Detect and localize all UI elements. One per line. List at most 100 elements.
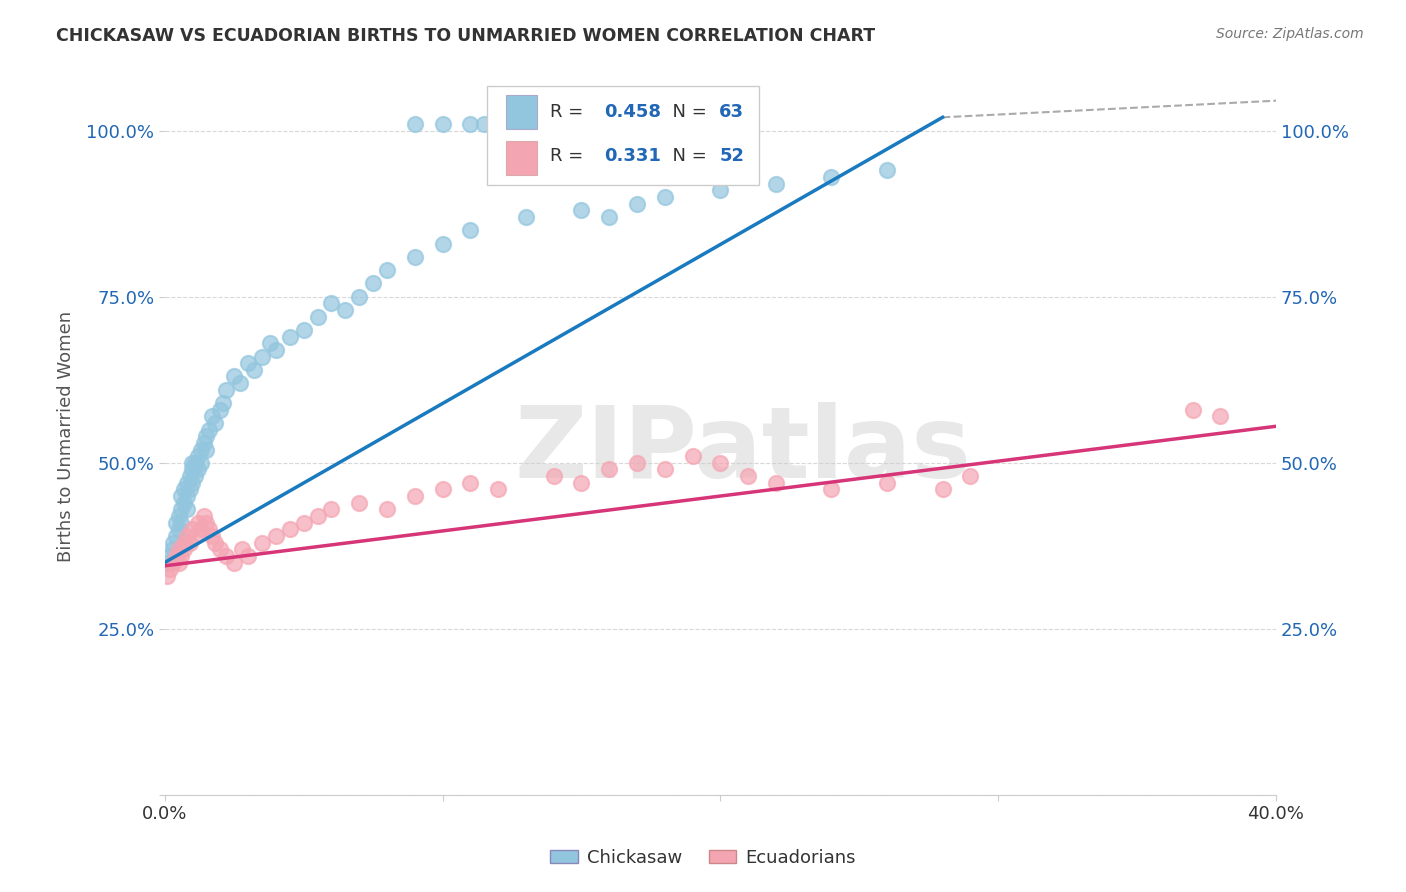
- Chickasaw: [626, 196, 648, 211]
- Ecuadorians: [224, 556, 246, 570]
- Legend: Chickasaw, Ecuadorians: Chickasaw, Ecuadorians: [543, 842, 863, 874]
- Text: 63: 63: [720, 103, 744, 120]
- Ecuadorians: [347, 496, 370, 510]
- Ecuadorians: [198, 522, 221, 536]
- Chickasaw: [228, 376, 250, 390]
- Ecuadorians: [231, 542, 253, 557]
- Chickasaw: [259, 336, 281, 351]
- Chickasaw: [201, 409, 224, 424]
- Ecuadorians: [1209, 409, 1232, 424]
- Chickasaw: [212, 396, 235, 410]
- Text: R =: R =: [550, 147, 589, 165]
- Chickasaw: [278, 329, 301, 343]
- Ecuadorians: [173, 542, 195, 557]
- Point: [515, 117, 537, 131]
- FancyBboxPatch shape: [486, 86, 759, 185]
- Ecuadorians: [307, 508, 329, 523]
- Ecuadorians: [292, 516, 315, 530]
- Chickasaw: [709, 183, 731, 197]
- Chickasaw: [515, 210, 537, 224]
- Chickasaw: [162, 535, 184, 549]
- Chickasaw: [179, 483, 201, 497]
- Chickasaw: [179, 469, 201, 483]
- Point: [626, 117, 648, 131]
- Chickasaw: [181, 456, 204, 470]
- Chickasaw: [165, 516, 187, 530]
- Chickasaw: [195, 429, 218, 443]
- Ecuadorians: [179, 535, 201, 549]
- Chickasaw: [404, 250, 426, 264]
- Chickasaw: [190, 456, 212, 470]
- Ecuadorians: [209, 542, 232, 557]
- Point: [472, 117, 495, 131]
- Chickasaw: [347, 290, 370, 304]
- Ecuadorians: [167, 542, 190, 557]
- Ecuadorians: [1181, 402, 1204, 417]
- Text: Source: ZipAtlas.com: Source: ZipAtlas.com: [1216, 27, 1364, 41]
- Chickasaw: [204, 416, 226, 430]
- Ecuadorians: [167, 556, 190, 570]
- Point: [486, 117, 509, 131]
- Chickasaw: [335, 303, 357, 318]
- Chickasaw: [187, 462, 209, 476]
- Ecuadorians: [165, 549, 187, 563]
- Chickasaw: [242, 363, 264, 377]
- Chickasaw: [250, 350, 273, 364]
- Chickasaw: [236, 356, 259, 370]
- Ecuadorians: [654, 462, 676, 476]
- Ecuadorians: [187, 516, 209, 530]
- Ecuadorians: [162, 556, 184, 570]
- Chickasaw: [598, 210, 620, 224]
- Ecuadorians: [375, 502, 398, 516]
- Ecuadorians: [321, 502, 343, 516]
- Chickasaw: [162, 542, 184, 557]
- Chickasaw: [181, 475, 204, 490]
- Chickasaw: [215, 383, 238, 397]
- Ecuadorians: [173, 535, 195, 549]
- Ecuadorians: [626, 456, 648, 470]
- Chickasaw: [432, 236, 454, 251]
- Chickasaw: [195, 442, 218, 457]
- Ecuadorians: [820, 483, 842, 497]
- Chickasaw: [176, 489, 198, 503]
- Chickasaw: [156, 556, 179, 570]
- Point: [404, 117, 426, 131]
- Chickasaw: [765, 177, 787, 191]
- Chickasaw: [361, 277, 384, 291]
- Ecuadorians: [159, 562, 181, 576]
- Chickasaw: [165, 529, 187, 543]
- Chickasaw: [170, 502, 193, 516]
- Ecuadorians: [571, 475, 593, 490]
- Ecuadorians: [765, 475, 787, 490]
- Ecuadorians: [195, 516, 218, 530]
- Text: 0.458: 0.458: [603, 103, 661, 120]
- Y-axis label: Births to Unmarried Women: Births to Unmarried Women: [58, 310, 75, 562]
- Ecuadorians: [264, 529, 287, 543]
- Text: N =: N =: [661, 147, 713, 165]
- Text: R =: R =: [550, 103, 589, 120]
- Ecuadorians: [278, 522, 301, 536]
- Chickasaw: [190, 442, 212, 457]
- Ecuadorians: [432, 483, 454, 497]
- FancyBboxPatch shape: [506, 95, 537, 129]
- Ecuadorians: [215, 549, 238, 563]
- Ecuadorians: [598, 462, 620, 476]
- Ecuadorians: [236, 549, 259, 563]
- Chickasaw: [176, 502, 198, 516]
- Ecuadorians: [181, 522, 204, 536]
- Chickasaw: [167, 522, 190, 536]
- Point: [543, 117, 565, 131]
- Chickasaw: [264, 343, 287, 357]
- Chickasaw: [307, 310, 329, 324]
- Chickasaw: [176, 475, 198, 490]
- Text: 0.331: 0.331: [603, 147, 661, 165]
- Chickasaw: [209, 402, 232, 417]
- Ecuadorians: [737, 469, 759, 483]
- Chickasaw: [184, 469, 207, 483]
- Text: CHICKASAW VS ECUADORIAN BIRTHS TO UNMARRIED WOMEN CORRELATION CHART: CHICKASAW VS ECUADORIAN BIRTHS TO UNMARR…: [56, 27, 876, 45]
- Ecuadorians: [682, 449, 704, 463]
- Point: [458, 117, 481, 131]
- Ecuadorians: [959, 469, 981, 483]
- Chickasaw: [224, 369, 246, 384]
- Chickasaw: [571, 203, 593, 218]
